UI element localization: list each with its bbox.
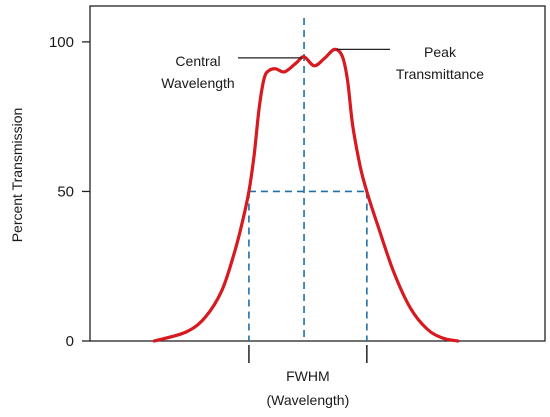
- guide-lines: [248, 18, 368, 341]
- fwhm-label: FWHM: [286, 368, 330, 384]
- annotations: Central Wavelength Peak Transmittance FWHM (W…: [161, 44, 484, 408]
- y-axis-label: Percent Transmission: [9, 108, 25, 243]
- plot-frame: [89, 5, 546, 342]
- transmission-curve: [152, 47, 460, 343]
- y-tick-label: 100: [49, 34, 74, 51]
- central-label: Central: [175, 53, 220, 69]
- peak-label: Transmittance: [396, 66, 484, 82]
- y-tick-label: 50: [57, 183, 74, 200]
- central-label: Wavelength: [161, 75, 234, 91]
- peak-label: Peak: [424, 44, 457, 60]
- y-tick-label: 0: [66, 333, 74, 350]
- fwhm-label: (Wavelength): [267, 392, 350, 408]
- y-ticks: 0 50 100: [49, 34, 90, 350]
